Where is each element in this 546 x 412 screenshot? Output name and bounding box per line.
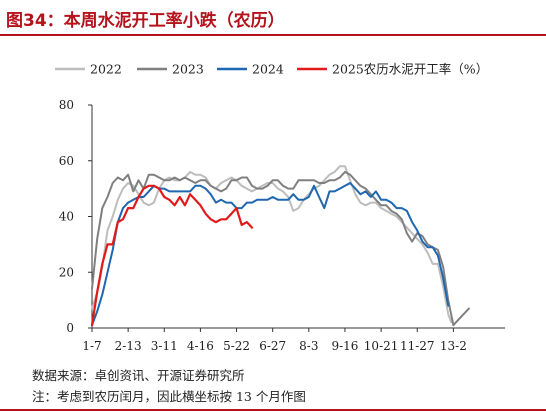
remark-note: 注：考虑到农历闰月，因此横坐标按 13 个月作图 xyxy=(32,389,306,404)
title-rule xyxy=(0,34,546,36)
x-tick-label: 5-22 xyxy=(223,339,250,353)
figure-notes: 数据来源：卓创资讯、开源证券研究所 注：考虑到农历闰月，因此横坐标按 13 个月… xyxy=(32,365,306,407)
y-tick-label: 40 xyxy=(59,210,74,224)
x-tick-label: 13-2 xyxy=(440,339,467,353)
bottom-rule xyxy=(0,409,546,411)
series-line-2023-1 xyxy=(91,170,470,327)
y-tick-label: 80 xyxy=(59,98,74,112)
x-tick-label: 4-16 xyxy=(187,339,214,353)
legend-label-0: 2022 xyxy=(90,62,122,77)
legend-label-2: 2024 xyxy=(252,62,284,77)
legend-label-3: 2025农历水泥开工率（%） xyxy=(332,62,488,77)
x-tick-label: 3-11 xyxy=(151,339,178,353)
x-tick-label: 2-13 xyxy=(115,339,142,353)
figure-title: 图34：本周水泥开工率小跌（农历） xyxy=(6,11,285,31)
legend-label-1: 2023 xyxy=(172,62,204,77)
series-line-2025-3 xyxy=(90,184,254,327)
source-note: 数据来源：卓创资讯、开源证券研究所 xyxy=(32,368,245,383)
y-tick-label: 60 xyxy=(59,154,74,168)
series-line-2024-2 xyxy=(91,182,450,327)
line-chart: 0 20 40 60 80 1-7 2-13 3-11 4-16 5-22 6-27 8-3 9-16 1… xyxy=(55,62,505,353)
y-tick-label: 20 xyxy=(59,265,74,279)
x-tick-label: 8-3 xyxy=(299,339,318,353)
x-tick-label: 11-27 xyxy=(400,339,435,353)
x-tick-label: 9-16 xyxy=(331,339,358,353)
x-tick-label: 1-7 xyxy=(82,339,101,353)
series-line-2022-0 xyxy=(91,165,453,324)
x-tick-label: 10-21 xyxy=(364,339,399,353)
y-tick-label: 0 xyxy=(66,321,74,335)
x-tick-label: 6-27 xyxy=(259,339,286,353)
